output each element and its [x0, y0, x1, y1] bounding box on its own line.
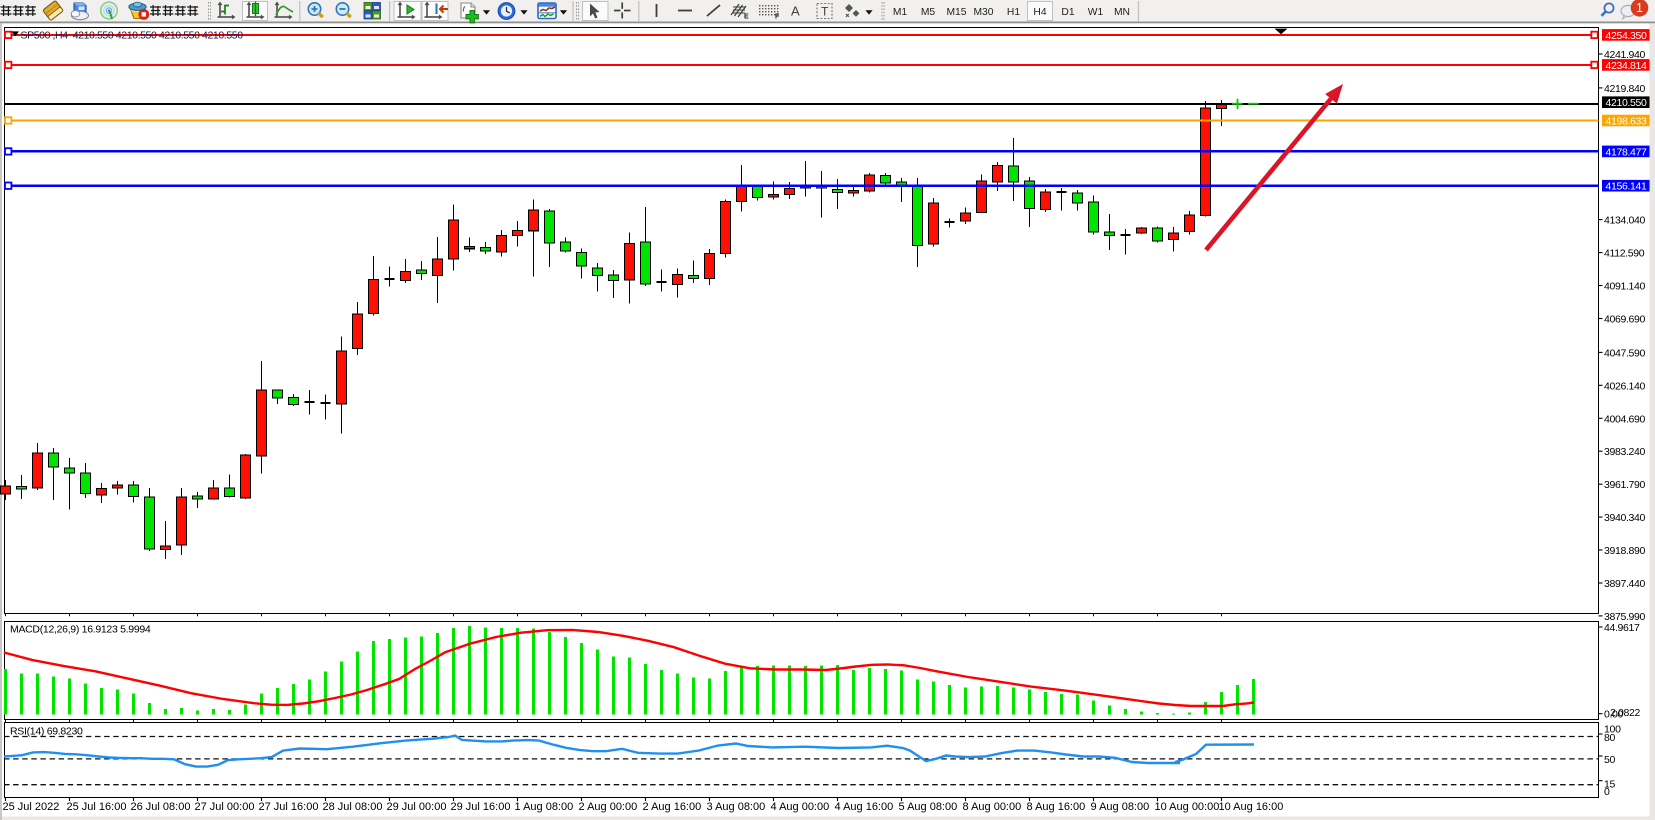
- svg-text:4 Aug 00:00: 4 Aug 00:00: [771, 801, 830, 813]
- svg-text:3 Aug 08:00: 3 Aug 08:00: [707, 801, 766, 813]
- svg-text:4 Aug 16:00: 4 Aug 16:00: [835, 801, 894, 813]
- svg-text:W1: W1: [1088, 7, 1104, 18]
- svg-text:15: 15: [1604, 779, 1616, 791]
- svg-text:10 Aug 00:00: 10 Aug 00:00: [1155, 801, 1220, 813]
- svg-text:4210.550: 4210.550: [1606, 97, 1648, 109]
- svg-text:SP500 ,H4 4210.550 4210.550 4: SP500 ,H4 4210.550 4210.550 4210.550 421…: [21, 30, 244, 42]
- svg-text:29 Jul 00:00: 29 Jul 00:00: [387, 801, 447, 813]
- svg-text:3961.790: 3961.790: [1604, 479, 1646, 491]
- svg-text:0.00: 0.00: [1604, 709, 1624, 721]
- svg-text:4004.690: 4004.690: [1604, 413, 1646, 425]
- svg-text:4234.814: 4234.814: [1606, 60, 1648, 72]
- svg-text:100: 100: [1604, 724, 1621, 736]
- svg-text:2.0822: 2.0822: [1610, 707, 1641, 719]
- svg-text:50: 50: [1604, 754, 1616, 766]
- svg-text:4219.840: 4219.840: [1604, 83, 1646, 95]
- svg-text:44.9617: 44.9617: [1604, 622, 1640, 634]
- svg-text:3875.990: 3875.990: [1604, 611, 1646, 623]
- svg-text:4069.690: 4069.690: [1604, 314, 1646, 326]
- svg-text:4241.940: 4241.940: [1604, 49, 1646, 61]
- svg-text:3918.890: 3918.890: [1604, 545, 1646, 557]
- svg-text:4047.590: 4047.590: [1604, 347, 1646, 359]
- svg-text:25 Jul 2022: 25 Jul 2022: [3, 801, 60, 813]
- svg-text:27 Jul 00:00: 27 Jul 00:00: [195, 801, 255, 813]
- svg-text:4198.633: 4198.633: [1606, 116, 1648, 128]
- svg-text:4112.590: 4112.590: [1604, 248, 1645, 260]
- svg-text:4156.141: 4156.141: [1606, 181, 1648, 193]
- svg-text:4134.040: 4134.040: [1604, 215, 1646, 227]
- svg-text:9 Aug 08:00: 9 Aug 08:00: [1091, 801, 1150, 813]
- svg-text:H4: H4: [1033, 7, 1046, 18]
- svg-text:0: 0: [1604, 786, 1610, 798]
- svg-text:3983.240: 3983.240: [1604, 446, 1646, 458]
- svg-text:3897.440: 3897.440: [1604, 578, 1646, 590]
- svg-text:D1: D1: [1061, 7, 1074, 18]
- svg-text:M1: M1: [893, 7, 908, 18]
- svg-text:A: A: [791, 4, 800, 19]
- svg-text:29 Jul 16:00: 29 Jul 16:00: [451, 801, 511, 813]
- svg-text:4026.140: 4026.140: [1604, 380, 1646, 392]
- svg-text:T: T: [821, 5, 829, 19]
- svg-text:25 Jul 16:00: 25 Jul 16:00: [67, 801, 127, 813]
- svg-text:F: F: [775, 14, 780, 21]
- svg-text:E: E: [744, 14, 749, 21]
- svg-text:MACD(12,26,9) 16.9123 5.9994: MACD(12,26,9) 16.9123 5.9994: [10, 624, 151, 636]
- svg-text:8 Aug 16:00: 8 Aug 16:00: [1027, 801, 1086, 813]
- svg-text:8 Aug 00:00: 8 Aug 00:00: [963, 801, 1022, 813]
- svg-text:2 Aug 00:00: 2 Aug 00:00: [579, 801, 638, 813]
- svg-text:80: 80: [1604, 732, 1616, 744]
- svg-text:1 Aug 08:00: 1 Aug 08:00: [515, 801, 574, 813]
- svg-text:MN: MN: [1114, 7, 1130, 18]
- svg-text:4178.477: 4178.477: [1606, 146, 1648, 158]
- svg-text:2 Aug 16:00: 2 Aug 16:00: [643, 801, 702, 813]
- svg-text:26 Jul 08:00: 26 Jul 08:00: [131, 801, 191, 813]
- svg-text:RSI(14) 69.8230: RSI(14) 69.8230: [10, 726, 83, 738]
- svg-text:5 Aug 08:00: 5 Aug 08:00: [899, 801, 958, 813]
- svg-text:3940.340: 3940.340: [1604, 512, 1646, 524]
- svg-text:4254.350: 4254.350: [1606, 30, 1648, 42]
- svg-text:10 Aug 16:00: 10 Aug 16:00: [1219, 801, 1284, 813]
- svg-text:M30: M30: [973, 7, 993, 18]
- svg-text:1: 1: [1636, 1, 1643, 15]
- svg-text:27 Jul 16:00: 27 Jul 16:00: [259, 801, 319, 813]
- svg-text:28 Jul 08:00: 28 Jul 08:00: [323, 801, 383, 813]
- svg-text:M15: M15: [946, 7, 966, 18]
- svg-text:M5: M5: [921, 7, 936, 18]
- svg-text:H1: H1: [1007, 7, 1020, 18]
- svg-text:4091.140: 4091.140: [1604, 281, 1646, 293]
